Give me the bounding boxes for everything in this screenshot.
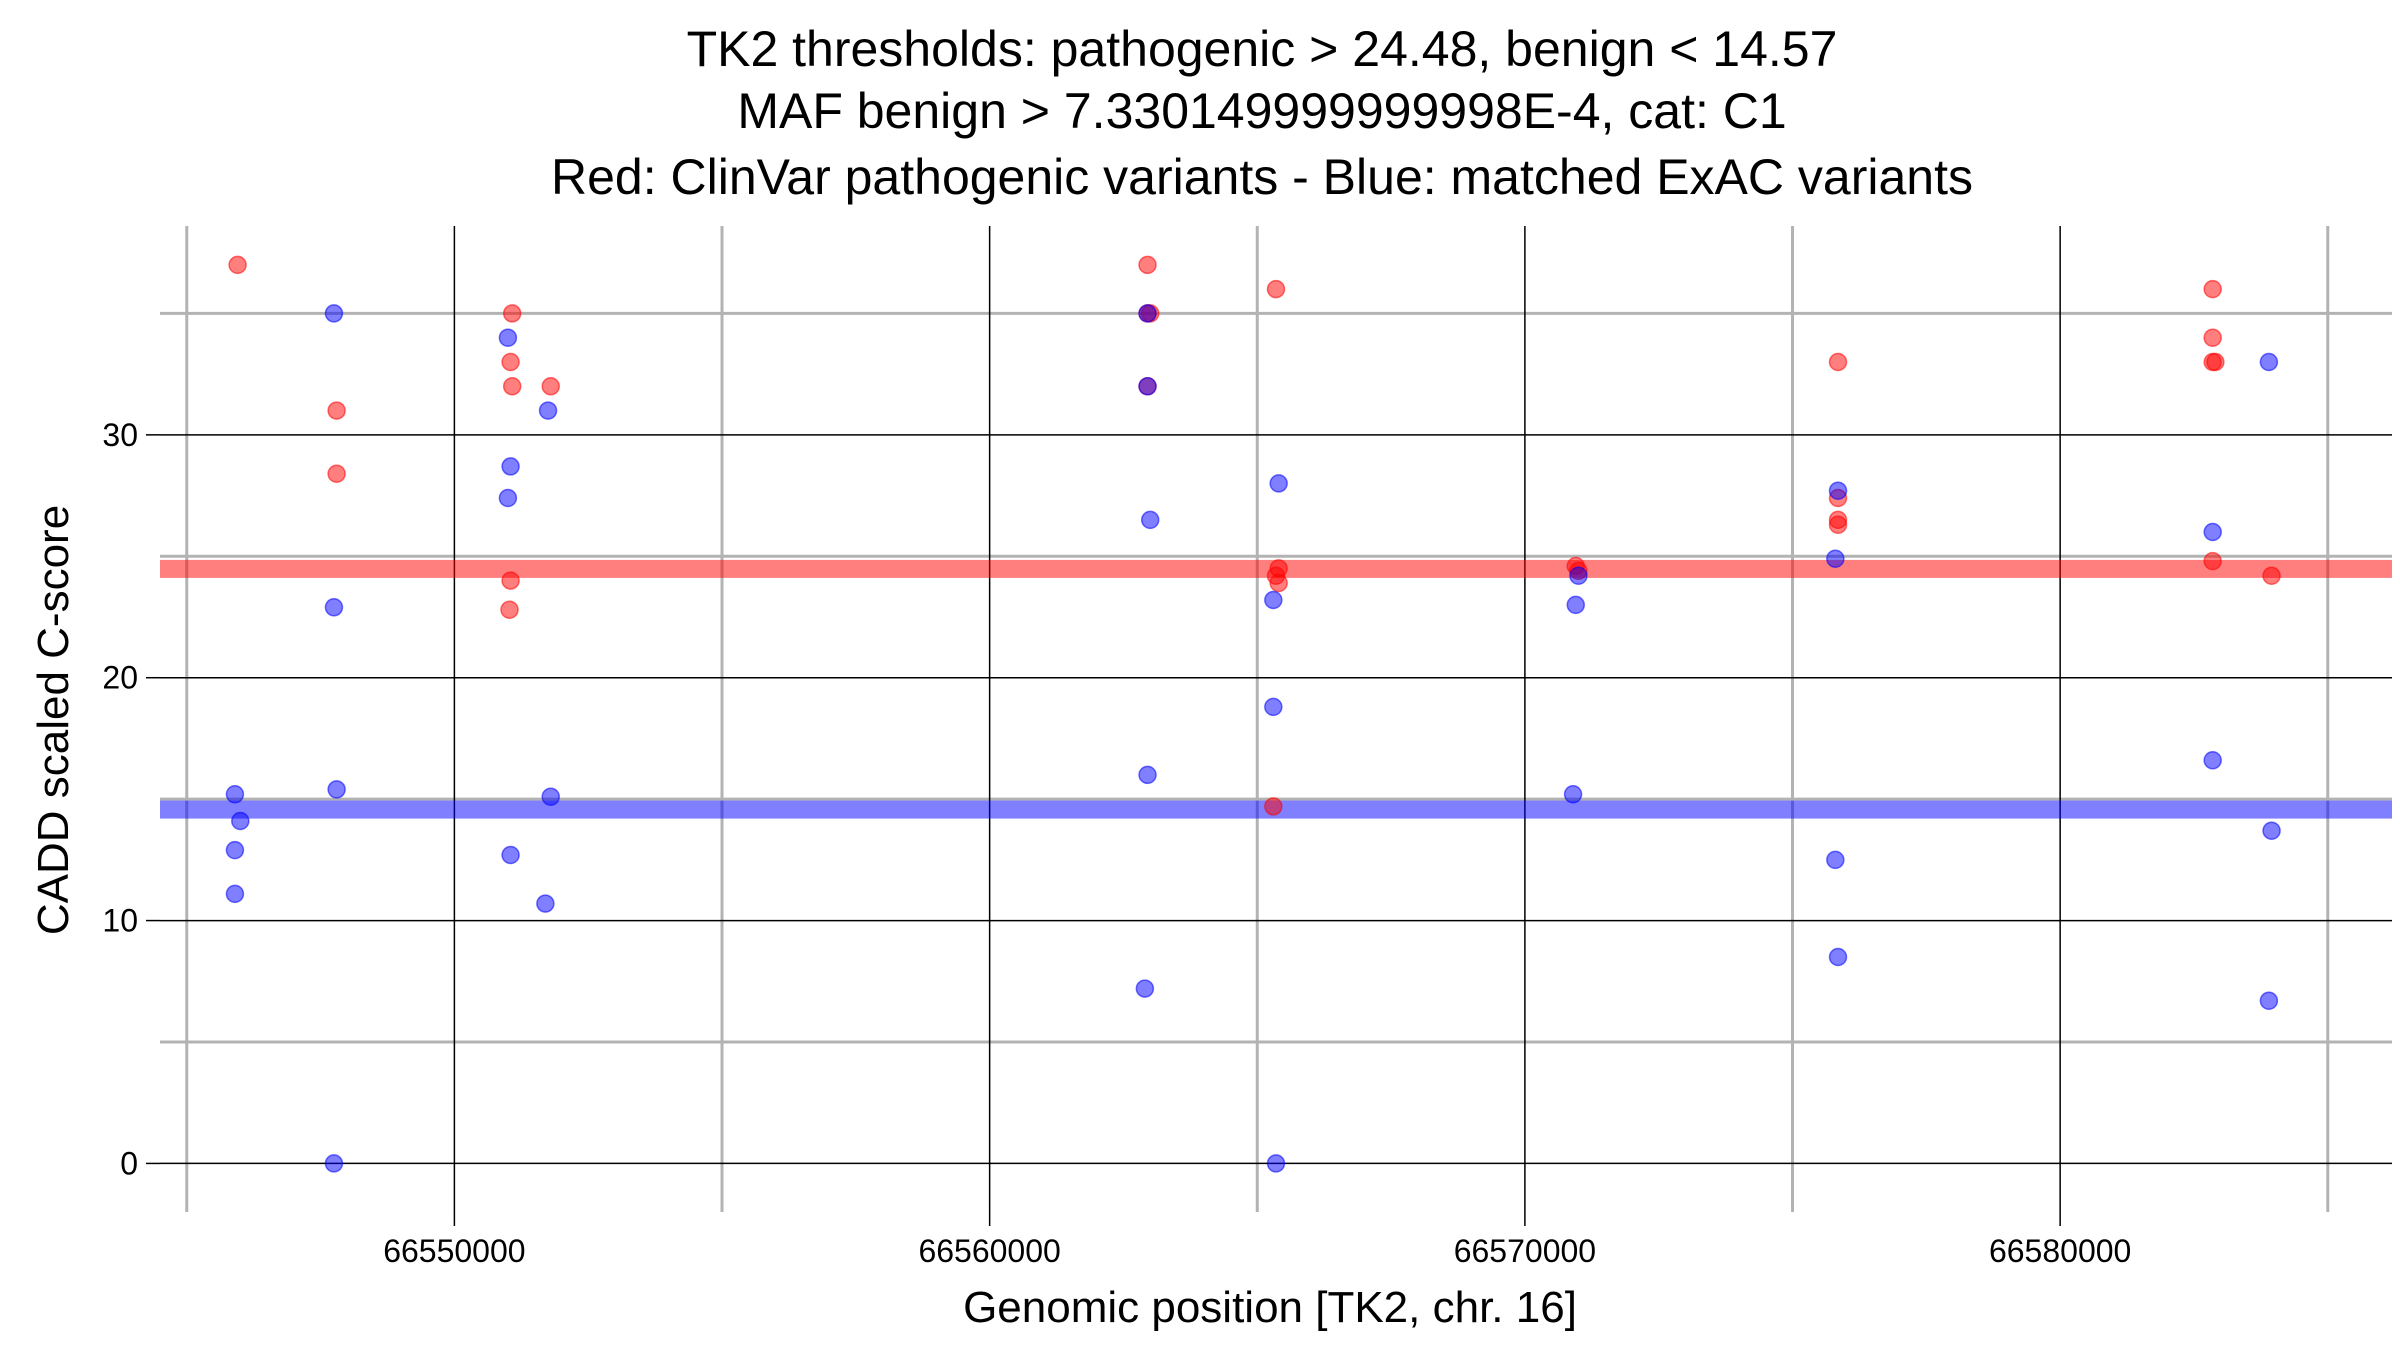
data-point [1266, 279, 1286, 299]
data-point [1269, 573, 1288, 593]
y-axis-title: CADD scaled C-score [29, 505, 78, 935]
data-point [225, 884, 245, 904]
x-tick-label: 66580000 [1989, 1233, 2131, 1269]
data-point [501, 571, 520, 590]
data-point [1826, 549, 1845, 568]
data-point [1140, 510, 1160, 530]
data-point [500, 600, 519, 619]
chart-title: TK2 thresholds: pathogenic > 24.48, beni… [551, 21, 1973, 205]
data-point [1138, 765, 1157, 785]
data-point [327, 780, 346, 799]
data-point [2262, 566, 2281, 585]
x-axis-title: Genomic position [TK2, chr. 16] [963, 1283, 1577, 1332]
data-point [501, 457, 520, 476]
data-point [1264, 797, 1283, 816]
series-exac [225, 304, 2281, 1173]
x-tick-label: 66570000 [1454, 1233, 1596, 1269]
data-point [538, 401, 558, 420]
data-point [498, 488, 518, 508]
data-point [231, 811, 250, 831]
data-point [324, 598, 344, 617]
data-point [225, 785, 245, 804]
data-point [1828, 481, 1848, 500]
data-point [541, 787, 560, 806]
data-point [2203, 751, 2222, 770]
data-point [2203, 279, 2222, 299]
data-point [1569, 566, 1588, 585]
data-point [2259, 991, 2279, 1010]
y-tick-label: 10 [102, 903, 138, 939]
data-point [2203, 522, 2222, 542]
data-point [1138, 255, 1157, 275]
data-point [2206, 352, 2225, 372]
data-point [1135, 979, 1155, 998]
data-point [1828, 947, 1848, 967]
data-point [2259, 352, 2279, 372]
data-point [536, 894, 555, 913]
data-point [502, 304, 522, 323]
y-axis-ticks: 0 10 20 30 [102, 417, 160, 1181]
data-point [498, 328, 518, 347]
data-point [2262, 821, 2281, 840]
data-point [1266, 1154, 1286, 1173]
title-line-1: TK2 thresholds: pathogenic > 24.48, beni… [687, 21, 1838, 77]
data-point [1138, 304, 1157, 323]
x-tick-label: 66550000 [383, 1233, 525, 1269]
data-point [1566, 595, 1585, 615]
data-point [1826, 850, 1845, 870]
data-point [1138, 377, 1157, 396]
y-tick-label: 20 [102, 660, 138, 696]
y-tick-label: 30 [102, 417, 138, 453]
data-point [1264, 590, 1283, 610]
data-point [501, 352, 520, 372]
data-point [324, 304, 344, 323]
series-pathogenic [228, 255, 2281, 816]
data-point [2203, 328, 2222, 347]
data-point [1269, 474, 1288, 493]
data-point [228, 255, 247, 275]
data-point [501, 845, 520, 865]
data-point [2203, 551, 2222, 571]
title-line-3: Red: ClinVar pathogenic variants - Blue:… [551, 149, 1973, 205]
data-point [327, 464, 346, 483]
data-point [1828, 352, 1848, 372]
data-point [1264, 697, 1283, 717]
data-point [324, 1154, 344, 1173]
data-point [327, 401, 346, 420]
data-point [541, 377, 560, 396]
data-point [1828, 515, 1848, 534]
grid-minor [160, 226, 2392, 1212]
data-point [502, 377, 522, 396]
x-tick-label: 66560000 [918, 1233, 1060, 1269]
x-axis-ticks: 66550000 66560000 66570000 66580000 [383, 1212, 2131, 1269]
grid-major [160, 226, 2392, 1212]
data-point [1563, 785, 1583, 804]
y-tick-label: 0 [120, 1145, 138, 1181]
data-point [225, 840, 245, 860]
data-points [225, 255, 2281, 1173]
title-line-2: MAF benign > 7.330149999999998E-4, cat: … [737, 83, 1786, 139]
